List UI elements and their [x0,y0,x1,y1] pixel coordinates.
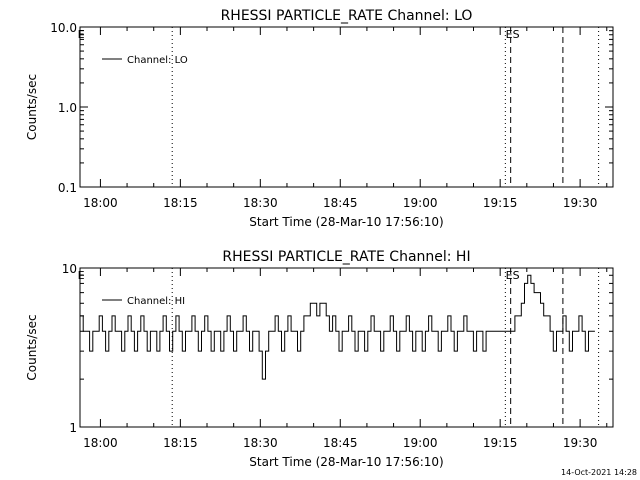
x-tick-label: 18:00 [83,436,118,450]
hi-channel-panel: RHESSI PARTICLE_RATE Channel: HI Start Ti… [25,249,614,469]
x-tick-label: 18:30 [243,436,278,450]
x-tick-label: 18:00 [83,196,118,210]
x-tick-label: 18:15 [163,196,198,210]
legend-label: Channel: HI [127,296,185,307]
plot-frame [79,26,614,188]
x-tick-label: 19:15 [483,436,518,450]
x-tick-label: 18:15 [163,436,198,450]
plot-timestamp: 14-Oct-2021 14:28 [561,468,637,477]
x-tick-label: 19:30 [563,196,598,210]
plot-frame [79,267,614,428]
legend-label: Channel: LO [127,55,188,66]
x-tick-label: 18:30 [243,196,278,210]
chart-title: RHESSI PARTICLE_RATE Channel: HI [222,249,470,265]
x-tick-label: 19:00 [403,436,438,450]
event-marker-label: ES [506,269,520,282]
x-tick-label: 18:45 [323,196,358,210]
chart-title: RHESSI PARTICLE_RATE Channel: LO [221,8,473,24]
lo-channel-panel: RHESSI PARTICLE_RATE Channel: LO Start Ti… [25,8,614,229]
event-marker-label: ES [506,28,520,41]
x-tick-label: 19:30 [563,436,598,450]
y-tick-label: 10.0 [50,21,77,35]
x-tick-label: 19:15 [483,196,518,210]
x-tick-label: 18:45 [323,436,358,450]
x-axis-label: Start Time (28-Mar-10 17:56:10) [249,215,443,229]
event-marker-label: E [78,28,85,41]
x-axis-label: Start Time (28-Mar-10 17:56:10) [249,455,443,469]
y-tick-label: 1.0 [58,101,77,115]
event-marker-label: E [78,269,85,282]
series-line [80,274,595,380]
x-tick-label: 19:00 [403,196,438,210]
y-tick-label: 1 [69,421,77,435]
y-axis-label: Counts/sec [25,74,39,140]
y-tick-label: 0.1 [58,181,77,195]
y-axis-label: Counts/sec [25,314,39,380]
y-tick-label: 10 [62,262,77,276]
